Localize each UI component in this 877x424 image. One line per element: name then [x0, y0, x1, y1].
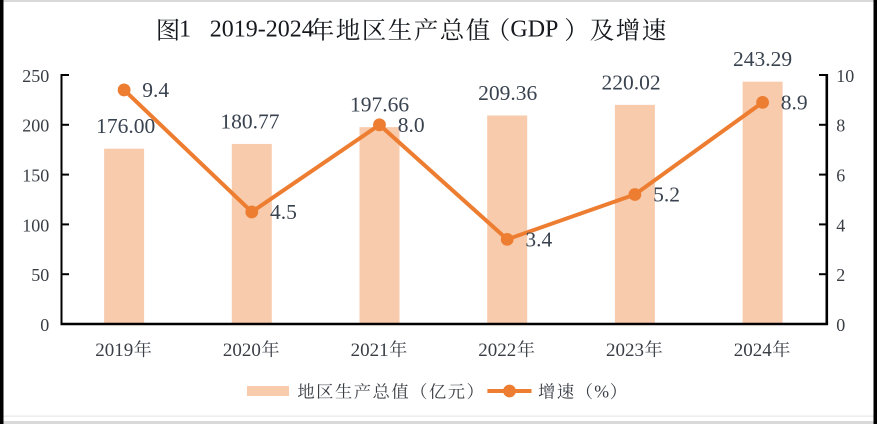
svg-text:9.4: 9.4	[142, 78, 169, 102]
svg-text:197.66: 197.66	[350, 93, 409, 117]
svg-text:50: 50	[31, 265, 49, 285]
svg-text:4.5: 4.5	[270, 200, 297, 224]
svg-text:6: 6	[836, 166, 845, 186]
svg-text:220.02: 220.02	[601, 70, 660, 94]
svg-text:200: 200	[22, 116, 49, 136]
svg-text:2019-2024: 2019-2024	[210, 17, 314, 43]
svg-text:0: 0	[40, 315, 49, 335]
svg-text:8: 8	[836, 116, 845, 136]
svg-text:100: 100	[22, 215, 49, 235]
svg-text:%: %	[594, 381, 609, 401]
svg-text:209.36: 209.36	[478, 81, 537, 105]
svg-text:180.77: 180.77	[220, 109, 279, 133]
svg-text:2024: 2024	[734, 340, 773, 361]
svg-text:4: 4	[836, 215, 845, 235]
svg-text:2021: 2021	[351, 340, 389, 361]
svg-text:243.29: 243.29	[733, 47, 792, 71]
svg-text:5.2: 5.2	[653, 183, 680, 207]
svg-text:1: 1	[179, 17, 191, 43]
svg-text:2019: 2019	[95, 340, 133, 361]
svg-text:0: 0	[836, 315, 845, 335]
svg-text:2022: 2022	[478, 340, 516, 361]
svg-text:2023: 2023	[606, 340, 644, 361]
svg-text:2020: 2020	[223, 340, 261, 361]
svg-text:8.0: 8.0	[398, 113, 425, 137]
svg-text:150: 150	[22, 166, 49, 186]
svg-text:3.4: 3.4	[525, 227, 552, 251]
svg-text:176.00: 176.00	[96, 114, 155, 138]
svg-text:10: 10	[836, 66, 854, 86]
svg-text:250: 250	[22, 66, 49, 86]
svg-text:GDP: GDP	[510, 17, 558, 43]
svg-text:8.9: 8.9	[781, 90, 808, 114]
svg-text:2: 2	[836, 265, 845, 285]
